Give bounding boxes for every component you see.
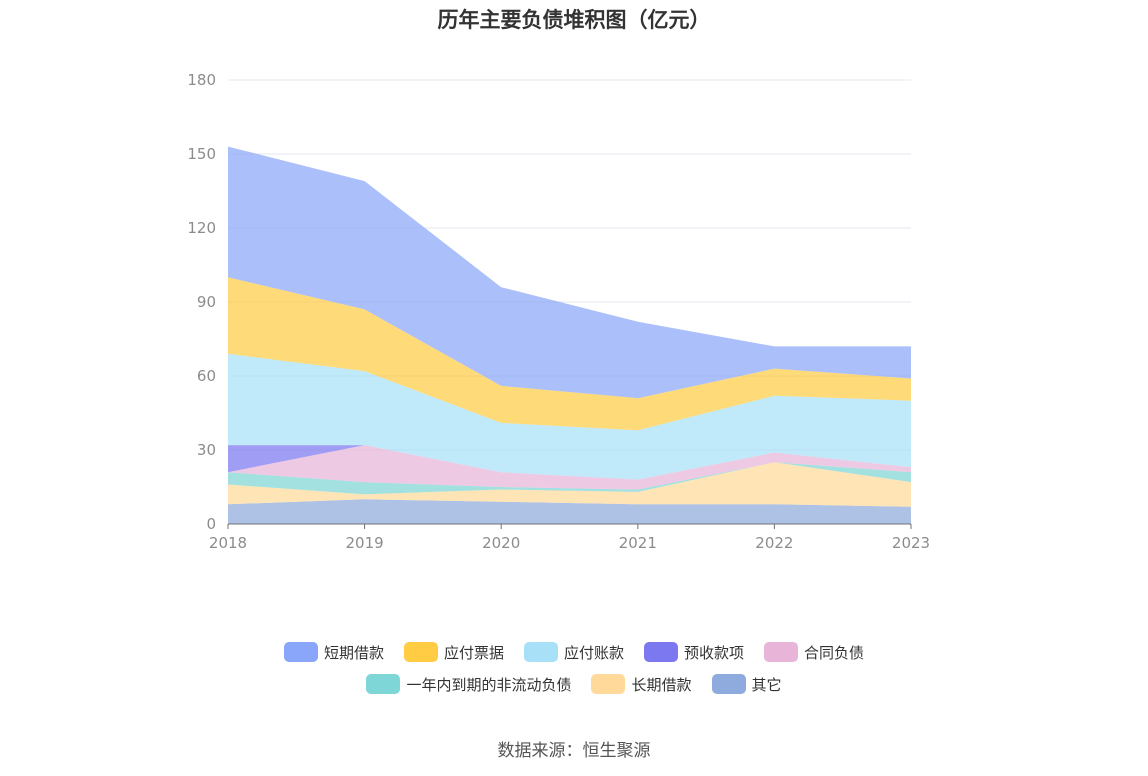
x-tick-label: 2023	[892, 534, 930, 552]
data-source: 数据来源：恒生聚源	[497, 741, 651, 761]
chart-title: 历年主要负债堆积图（亿元）	[437, 8, 711, 32]
y-tick-label: 180	[187, 71, 216, 89]
y-tick-label: 60	[197, 367, 216, 385]
legend-swatch	[366, 674, 401, 694]
area-series-2	[228, 462, 911, 495]
legend-item[interactable]: 应付票据	[403, 642, 504, 663]
y-tick-label: 30	[197, 441, 216, 459]
area-series-3	[228, 445, 911, 490]
legend-label: 应付票据	[443, 643, 504, 662]
legend-item[interactable]: 短期借款	[283, 642, 384, 663]
x-tick-label: 2019	[346, 534, 384, 552]
legend-item[interactable]: 预收款项	[644, 642, 744, 663]
legend-swatch	[591, 674, 626, 694]
legend-label: 长期借款	[631, 675, 692, 694]
legend-swatch	[644, 642, 678, 662]
legend-swatch	[283, 642, 318, 662]
area-series-0	[228, 499, 911, 524]
legend-label: 预收款项	[684, 643, 745, 662]
stacked-areas	[228, 146, 911, 524]
area-series-5	[228, 353, 911, 480]
area-series-7	[228, 146, 911, 399]
legend-item[interactable]: 应付账款	[523, 642, 624, 663]
y-tick-label: 90	[197, 293, 216, 311]
legend-row: 一年内到期的非流动负债 长期借款 其它	[0, 668, 1148, 700]
axes: 0 30 60 90 120 150 180 2018 2019 2020 2021 2022 2023	[187, 71, 930, 552]
legend-item[interactable]: 长期借款	[591, 674, 692, 695]
y-tick-label: 150	[187, 145, 216, 163]
area-series-6	[228, 277, 911, 431]
area-series-4	[228, 445, 911, 480]
legend-swatch	[403, 642, 438, 662]
x-tick-label: 2021	[619, 534, 657, 552]
legend-label: 一年内到期的非流动负债	[406, 675, 572, 694]
legend-swatch	[523, 642, 558, 662]
area-chart: 0 30 60 90 120 150 180 2018 2019 2020 2021 2022 2023	[187, 71, 930, 552]
legend-item[interactable]: 其它	[711, 674, 782, 695]
legend-label: 合同负债	[804, 643, 865, 662]
legend-row: 短期借款 应付票据 应付账款 预收款项 合同负债	[0, 636, 1148, 668]
x-tick-label: 2020	[482, 534, 520, 552]
legend: 短期借款 应付票据 应付账款 预收款项 合同负债一年内到期的非流动负债 长期借款 其它	[0, 636, 1148, 700]
y-tick-label: 0	[206, 515, 216, 533]
legend-swatch	[711, 674, 746, 694]
area-series-1	[228, 462, 911, 507]
x-tick-label: 2018	[209, 534, 247, 552]
legend-label: 应付账款	[563, 643, 624, 662]
legend-label: 短期借款	[323, 643, 384, 662]
x-tick-label: 2022	[755, 534, 793, 552]
legend-label: 其它	[751, 675, 782, 694]
legend-item[interactable]: 一年内到期的非流动负债	[366, 674, 571, 695]
y-tick-label: 120	[187, 219, 216, 237]
legend-item[interactable]: 合同负债	[764, 642, 864, 663]
legend-swatch	[764, 642, 799, 662]
